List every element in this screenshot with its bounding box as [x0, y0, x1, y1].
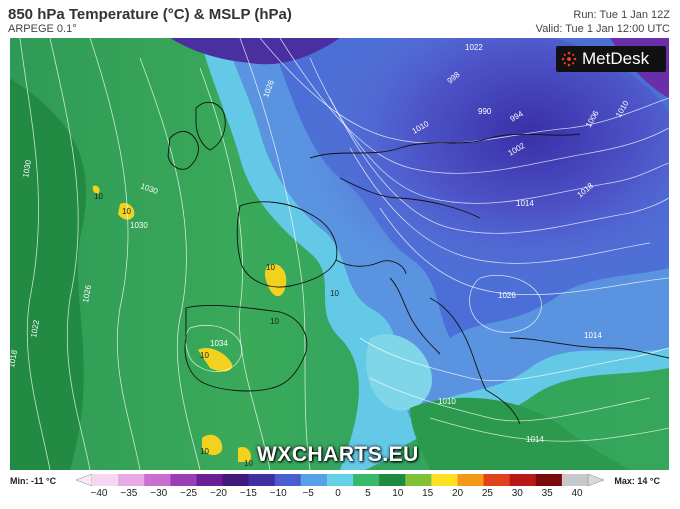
scale-color-cell — [222, 474, 250, 486]
warm-patch-north-africa — [202, 434, 223, 456]
scale-max-arrow — [587, 474, 604, 486]
scale-color-cell — [535, 474, 563, 486]
temp-label: 10 — [200, 447, 209, 456]
scale-color-cell — [144, 474, 171, 486]
scale-color-cell — [431, 474, 458, 486]
cold-core — [270, 38, 669, 328]
scale-tick-label: −40 — [90, 488, 108, 499]
model-name: ARPEGE 0.1° — [8, 23, 77, 35]
scale-color-cell — [274, 474, 302, 486]
min-temperature-label: Min: -11 °C — [10, 476, 57, 486]
chart-header: 850 hPa Temperature (°C) & MSLP (hPa) AR… — [0, 0, 680, 38]
warm-patch-small — [92, 185, 100, 194]
isobar-label: 1030 — [130, 221, 148, 230]
italy-cold-patch — [366, 334, 432, 411]
scale-tick-label: −10 — [269, 488, 287, 499]
scale-tick-label: 15 — [422, 488, 434, 499]
scale-tick-label: −25 — [180, 488, 198, 499]
metdesk-logo-icon — [561, 51, 577, 67]
isobar-label: 990 — [478, 107, 492, 116]
isobar-label: 1022 — [29, 319, 41, 339]
warm-patch-atlantic — [118, 202, 135, 220]
scale-color-cell — [326, 474, 354, 486]
wxcharts-watermark: WXCHARTS.EU — [257, 443, 419, 466]
color-scale-bar — [76, 474, 604, 486]
run-time: Run: Tue 1 Jan 12Z — [573, 9, 670, 21]
scale-min-arrow — [76, 474, 93, 486]
isobar-label: 1026 — [81, 284, 93, 304]
scale-tick-label: 5 — [365, 488, 371, 499]
scale-color-cell — [405, 474, 432, 486]
isobar-label: 1010 — [438, 397, 456, 406]
scale-color-cell — [170, 474, 197, 486]
scale-tick-label: 10 — [392, 488, 404, 499]
warm-patch-france — [264, 264, 287, 297]
isobar-label: 1026 — [498, 291, 516, 300]
scale-color-cell — [353, 474, 380, 486]
temp-label: 10 — [200, 351, 209, 360]
temp-label: 10 — [94, 192, 103, 201]
scale-tick-label: 0 — [335, 488, 341, 499]
scale-color-cell — [248, 474, 276, 486]
scale-color-cell — [92, 474, 119, 486]
scale-tick-label: −30 — [150, 488, 168, 499]
metdesk-logo-text: MetDesk — [582, 49, 650, 68]
scale-tick-label: −20 — [210, 488, 227, 499]
isobar-label: 1014 — [526, 435, 544, 444]
metdesk-logo: MetDesk — [556, 46, 666, 72]
warm-patch-algeria — [238, 446, 252, 462]
north-cold-pool — [170, 38, 340, 65]
temp-label: 10 — [266, 263, 275, 272]
scale-tick-label: 30 — [511, 488, 523, 499]
weather-map[interactable]: 1030 1026 1022 1018 1034 1030 1026 1022 … — [10, 38, 669, 470]
scale-tick-label: 35 — [541, 488, 553, 499]
isobar-label: 1022 — [465, 43, 483, 52]
scale-color-cell — [118, 474, 145, 486]
west-atlantic-region — [10, 78, 87, 470]
coastlines — [167, 101, 669, 425]
temperature-labels: 10 10 10 10 10 10 10 10 — [94, 192, 339, 468]
isobar-label: 1014 — [516, 199, 534, 208]
isobar-label: 1030 — [21, 159, 33, 179]
scale-color-cell — [561, 474, 589, 486]
scale-tick-label: 20 — [451, 488, 464, 499]
valid-time: Valid: Tue 1 Jan 12:00 UTC — [535, 23, 670, 35]
max-temperature-label: Max: 14 °C — [614, 476, 660, 486]
scale-tick-label: 25 — [481, 488, 493, 499]
scale-color-cell — [457, 474, 485, 486]
temp-label: 10 — [122, 207, 131, 216]
east-med-mild-region — [410, 397, 630, 470]
scale-tick-label: −15 — [239, 488, 257, 499]
warm-patch-iberia — [198, 347, 233, 372]
temp-label: 10 — [330, 289, 339, 298]
scale-color-cell — [379, 474, 406, 486]
scale-tick-label: 40 — [571, 488, 583, 499]
scale-tick-label: −35 — [120, 488, 138, 499]
chart-title: 850 hPa Temperature (°C) & MSLP (hPa) — [8, 6, 292, 23]
scale-color-cell — [509, 474, 537, 486]
scale-color-cell — [300, 474, 328, 486]
temp-label: 10 — [270, 317, 279, 326]
scale-color-cell — [483, 474, 511, 486]
isobar-label: 1014 — [584, 331, 602, 340]
isobar-label: 1018 — [10, 349, 19, 369]
isobar-label: 1034 — [210, 339, 228, 348]
map-canvas: 1030 1026 1022 1018 1034 1030 1026 1022 … — [10, 38, 669, 470]
scale-tick-label: −5 — [302, 488, 314, 499]
scale-color-cell — [196, 474, 224, 486]
temp-label: 10 — [244, 459, 253, 468]
